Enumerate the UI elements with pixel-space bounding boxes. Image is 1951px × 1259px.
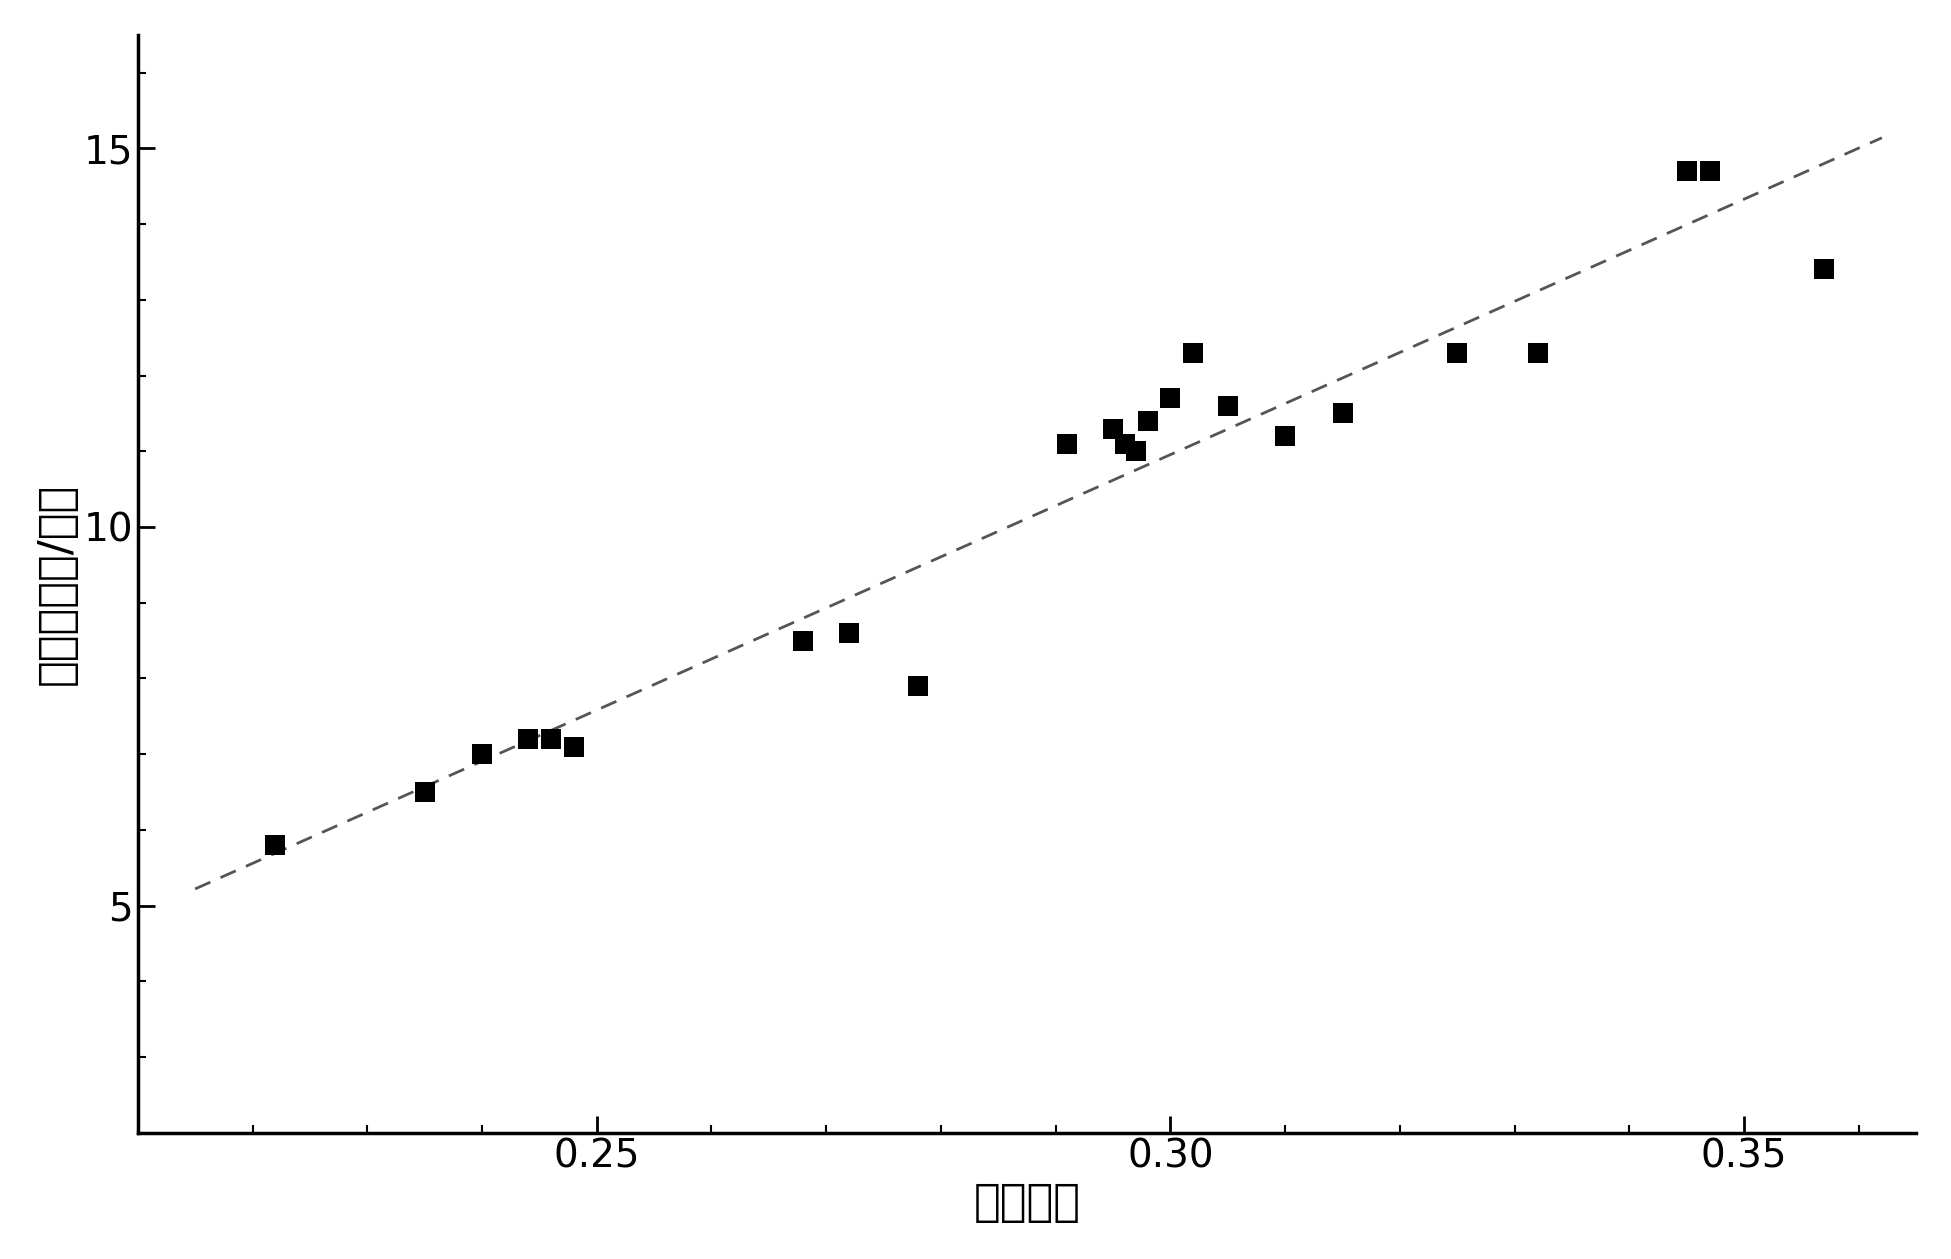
Point	[1442, 342, 1473, 363]
Point	[788, 631, 819, 651]
Point	[833, 623, 864, 643]
Point	[535, 729, 566, 749]
Point	[535, 729, 566, 749]
Point	[1108, 433, 1139, 453]
Point	[1120, 441, 1151, 461]
Point	[1052, 433, 1083, 453]
Point	[466, 744, 498, 764]
Y-axis label: 浓度（摩尔/升）: 浓度（摩尔/升）	[35, 482, 78, 685]
Point	[1327, 403, 1358, 423]
Point	[1672, 161, 1703, 181]
Point	[1693, 161, 1725, 181]
Point	[1155, 388, 1186, 408]
Point	[1212, 395, 1243, 415]
Point	[1178, 342, 1210, 363]
Point	[1809, 259, 1840, 279]
Point	[558, 737, 589, 757]
Point	[1132, 410, 1163, 431]
Point	[1098, 418, 1130, 438]
Point	[513, 729, 544, 749]
Point	[1270, 426, 1301, 446]
Point	[410, 782, 441, 802]
Point	[259, 835, 291, 855]
X-axis label: 相对强度: 相对强度	[974, 1181, 1081, 1224]
Point	[903, 676, 935, 696]
Point	[1522, 342, 1553, 363]
